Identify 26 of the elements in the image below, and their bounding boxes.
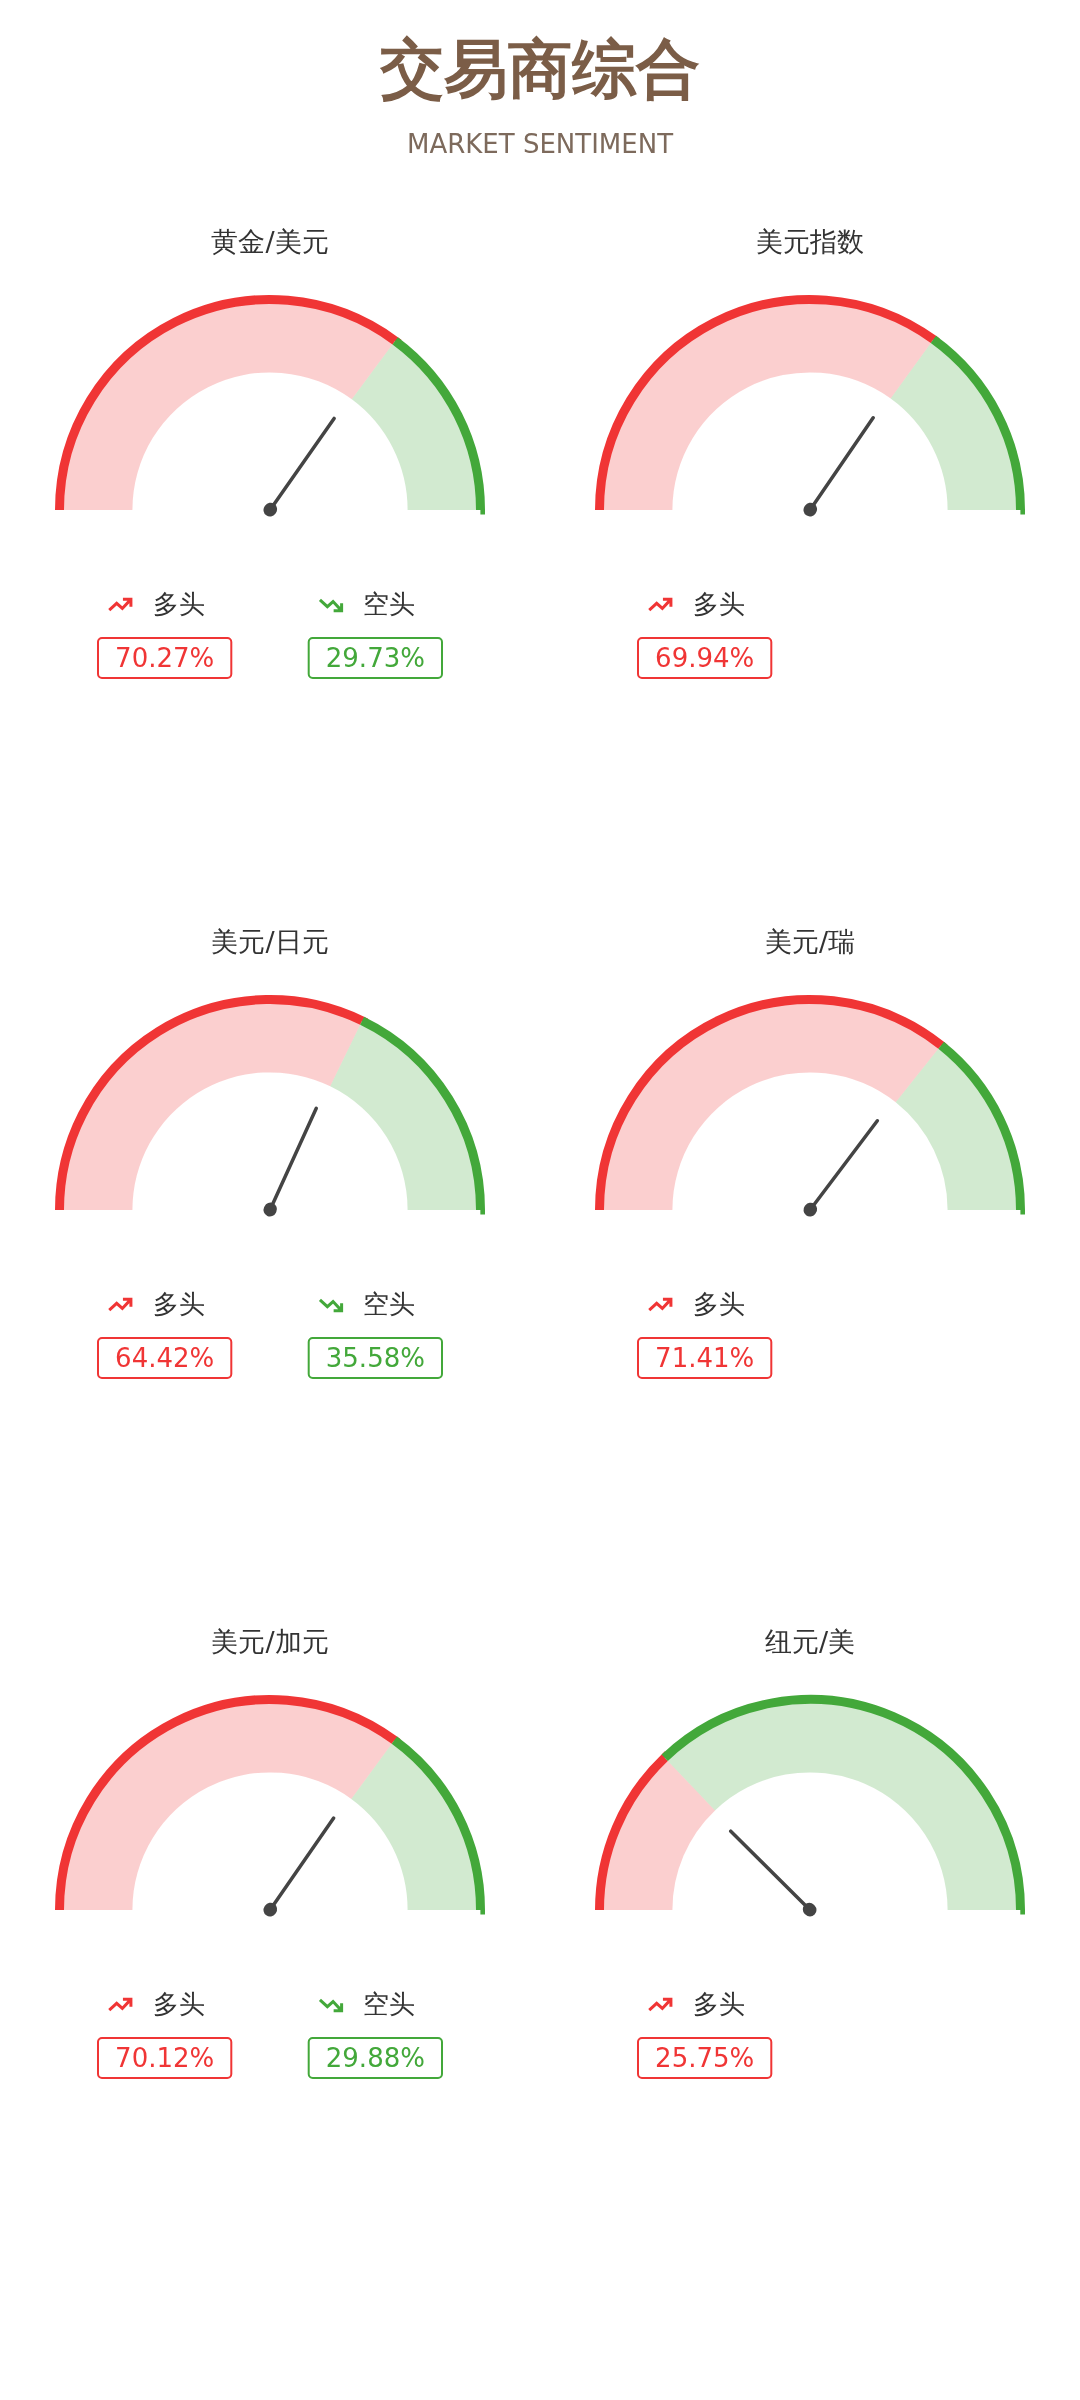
- data-label: 70.27%: [115, 643, 215, 673]
- legend-label: 多头: [152, 589, 205, 619]
- legend-label: 空头: [363, 1289, 416, 1319]
- data-label: 29.73%: [325, 643, 425, 673]
- chart-title: 纽元/美: [764, 1626, 856, 1657]
- legend-label: 多头: [152, 1289, 205, 1319]
- legend-label: 多头: [692, 1289, 745, 1319]
- text: MARKET SENTIMENT: [406, 129, 674, 159]
- data-label: 29.88%: [325, 2043, 425, 2073]
- legend-label: 多头: [692, 589, 745, 619]
- legend-label: 多头: [152, 1989, 205, 2019]
- legend-label: 多头: [692, 1989, 745, 2019]
- chart-title: 美元指数: [756, 226, 864, 257]
- legend-label: 空头: [363, 1989, 416, 2019]
- chart-title: 美元/加元: [211, 1626, 329, 1657]
- data-label: 71.41%: [655, 1343, 755, 1373]
- text: 交易商综合: [379, 32, 700, 106]
- data-label: 70.12%: [115, 2043, 215, 2073]
- data-label: 25.75%: [655, 2043, 755, 2073]
- chart-title: 黄金/美元: [211, 226, 329, 257]
- data-label: 64.42%: [115, 1343, 215, 1373]
- legend-label: 空头: [363, 589, 416, 619]
- data-label: 35.58%: [325, 1343, 425, 1373]
- data-label: 69.94%: [655, 643, 755, 673]
- chart-title: 美元/瑞: [764, 926, 856, 957]
- chart-title: 美元/日元: [211, 926, 329, 957]
